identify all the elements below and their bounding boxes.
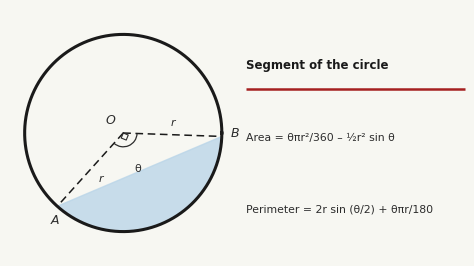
Polygon shape bbox=[57, 136, 222, 232]
Text: Segment of the circle: Segment of the circle bbox=[246, 59, 389, 72]
Text: Perimeter = 2r sin (θ/2) + θπr/180: Perimeter = 2r sin (θ/2) + θπr/180 bbox=[246, 205, 434, 215]
Text: r: r bbox=[98, 174, 103, 184]
Text: Area = θπr²/360 – ½r² sin θ: Area = θπr²/360 – ½r² sin θ bbox=[246, 133, 395, 143]
Text: B: B bbox=[230, 127, 239, 140]
Text: A: A bbox=[51, 214, 60, 227]
Text: θ: θ bbox=[135, 164, 141, 174]
Text: O: O bbox=[106, 114, 115, 127]
Text: r: r bbox=[171, 118, 175, 128]
